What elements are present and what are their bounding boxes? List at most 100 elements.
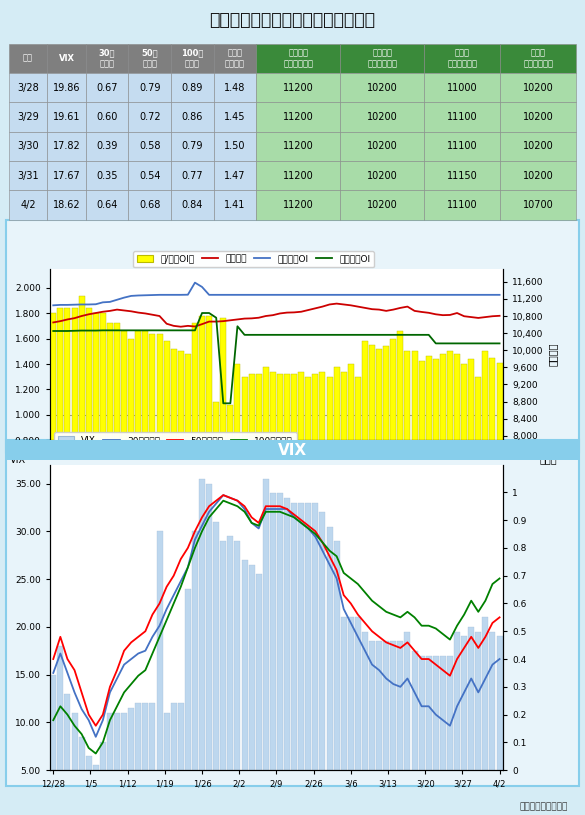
Bar bbox=[206, 483, 212, 815]
Text: VIX: VIX bbox=[278, 443, 307, 458]
Text: 3/29: 3/29 bbox=[17, 112, 39, 122]
Bar bbox=[404, 632, 411, 815]
Bar bbox=[129, 132, 171, 161]
Bar bbox=[185, 588, 191, 815]
Bar bbox=[500, 103, 576, 132]
Text: 11150: 11150 bbox=[447, 170, 477, 181]
Bar bbox=[129, 191, 171, 220]
Bar bbox=[9, 161, 47, 191]
Bar bbox=[340, 191, 424, 220]
Bar bbox=[319, 372, 325, 541]
Text: 10200: 10200 bbox=[523, 82, 553, 93]
Bar bbox=[490, 358, 495, 541]
Bar bbox=[86, 103, 129, 132]
Text: 10200: 10200 bbox=[523, 170, 553, 181]
Bar bbox=[86, 161, 129, 191]
Bar bbox=[47, 103, 86, 132]
Bar bbox=[221, 319, 226, 541]
Bar bbox=[86, 44, 129, 73]
Text: 買權最大
未平倉履約價: 買權最大 未平倉履約價 bbox=[283, 49, 313, 68]
Bar bbox=[256, 132, 340, 161]
Bar bbox=[340, 161, 424, 191]
Bar bbox=[256, 191, 340, 220]
Bar bbox=[164, 713, 170, 815]
Text: 1.50: 1.50 bbox=[224, 141, 246, 152]
Bar bbox=[256, 374, 261, 541]
Bar bbox=[214, 103, 256, 132]
Text: 10200: 10200 bbox=[367, 141, 398, 152]
Text: 0.67: 0.67 bbox=[97, 82, 118, 93]
Bar bbox=[263, 479, 269, 815]
Text: 11200: 11200 bbox=[283, 170, 314, 181]
Bar bbox=[171, 103, 214, 132]
Bar bbox=[404, 351, 411, 541]
Bar bbox=[284, 498, 290, 815]
Bar bbox=[9, 44, 47, 73]
Bar bbox=[291, 374, 297, 541]
Text: 10200: 10200 bbox=[367, 112, 398, 122]
Bar bbox=[426, 655, 432, 815]
Bar bbox=[376, 641, 382, 815]
Bar bbox=[355, 377, 361, 541]
Bar bbox=[228, 536, 233, 815]
Bar bbox=[419, 362, 425, 541]
Bar bbox=[468, 359, 474, 541]
Bar bbox=[475, 377, 481, 541]
Bar bbox=[129, 73, 171, 103]
Bar bbox=[214, 161, 256, 191]
Bar bbox=[93, 765, 99, 815]
Bar bbox=[171, 132, 214, 161]
Text: 0.60: 0.60 bbox=[97, 112, 118, 122]
Text: 0.58: 0.58 bbox=[139, 141, 160, 152]
Bar bbox=[114, 324, 120, 541]
Bar bbox=[426, 356, 432, 541]
Bar bbox=[129, 103, 171, 132]
Bar bbox=[135, 331, 142, 541]
Bar bbox=[71, 713, 78, 815]
Bar bbox=[71, 308, 78, 541]
Bar bbox=[390, 641, 396, 815]
Bar bbox=[256, 575, 261, 815]
Bar bbox=[256, 103, 340, 132]
Bar bbox=[256, 161, 340, 191]
Bar bbox=[192, 531, 198, 815]
Bar bbox=[47, 44, 86, 73]
Bar bbox=[483, 351, 488, 541]
Text: 19.61: 19.61 bbox=[53, 112, 80, 122]
Bar bbox=[235, 541, 240, 815]
Bar bbox=[424, 191, 500, 220]
Bar bbox=[355, 618, 361, 815]
Bar bbox=[362, 632, 368, 815]
Bar bbox=[57, 646, 63, 815]
Bar bbox=[256, 73, 340, 103]
Bar bbox=[50, 675, 56, 815]
Bar bbox=[397, 331, 404, 541]
Bar bbox=[500, 44, 576, 73]
Bar bbox=[340, 44, 424, 73]
Text: 11100: 11100 bbox=[447, 141, 477, 152]
Text: 0.39: 0.39 bbox=[97, 141, 118, 152]
Text: 11100: 11100 bbox=[447, 200, 477, 210]
Bar bbox=[319, 513, 325, 815]
Bar bbox=[78, 737, 85, 815]
Text: 0.72: 0.72 bbox=[139, 112, 160, 122]
Text: 0.77: 0.77 bbox=[181, 170, 203, 181]
Bar bbox=[9, 132, 47, 161]
Text: 1.47: 1.47 bbox=[224, 170, 246, 181]
Bar bbox=[157, 333, 163, 541]
Bar bbox=[270, 493, 276, 815]
Text: 4/2: 4/2 bbox=[20, 200, 36, 210]
Bar bbox=[490, 632, 495, 815]
Bar bbox=[340, 372, 347, 541]
Text: 10200: 10200 bbox=[367, 200, 398, 210]
Bar bbox=[340, 103, 424, 132]
Text: 18.62: 18.62 bbox=[53, 200, 80, 210]
Bar bbox=[333, 541, 340, 815]
Text: 11200: 11200 bbox=[283, 200, 314, 210]
Bar bbox=[419, 655, 425, 815]
Text: 11100: 11100 bbox=[447, 112, 477, 122]
Text: 選賣權
最大履約約價: 選賣權 最大履約約價 bbox=[523, 49, 553, 68]
Bar bbox=[214, 191, 256, 220]
Text: 0.68: 0.68 bbox=[139, 200, 160, 210]
Bar bbox=[362, 341, 368, 541]
